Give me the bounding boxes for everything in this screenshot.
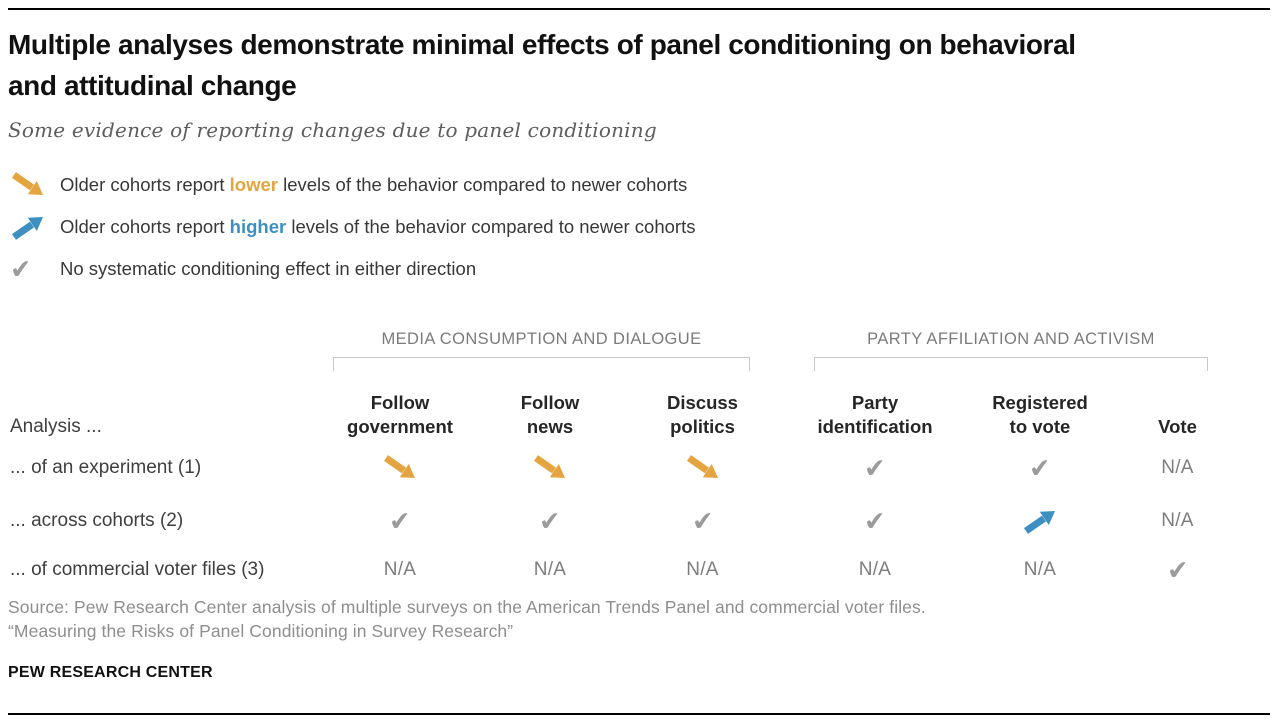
- check-icon: ✔: [388, 505, 412, 537]
- matrix-body: ... of an experiment (1) ✔ ✔ N/A... across…: [10, 440, 1245, 594]
- table-cell-check: ✔: [780, 505, 970, 537]
- legend-item-higher: Older cohorts report higher levels of th…: [10, 212, 695, 242]
- table-cell-na: N/A: [625, 559, 780, 581]
- row-label: ... of commercial voter files (3): [10, 559, 265, 580]
- row-header: Analysis ...: [10, 416, 102, 437]
- bottom-rule: [8, 713, 1270, 715]
- brand: PEW RESEARCH CENTER: [8, 664, 213, 681]
- column-header: Follow government: [347, 392, 453, 437]
- matrix-table: MEDIA CONSUMPTION AND DIALOGUE PARTY AFF…: [10, 326, 1245, 594]
- na-label: N/A: [1161, 510, 1194, 531]
- table-cell-lower: [475, 453, 625, 483]
- lower-arrow-icon: [686, 455, 718, 478]
- check-icon: ✔: [538, 505, 562, 537]
- lower-arrow-icon: [384, 455, 415, 478]
- lower-arrow-icon: [12, 172, 43, 195]
- table-cell-check: ✔: [475, 505, 625, 537]
- check-icon: ✔: [1165, 554, 1190, 586]
- legend-keyword-lower: lower: [229, 174, 278, 195]
- na-label: N/A: [1023, 559, 1057, 580]
- source-note: Source: Pew Research Center analysis of …: [8, 595, 926, 643]
- legend-text-post: levels of the behavior compared to newer…: [286, 216, 696, 237]
- column-header: Party identification: [817, 392, 933, 437]
- check-icon: ✔: [863, 505, 887, 537]
- table-cell-check: ✔: [970, 452, 1110, 484]
- bracket-party: [814, 357, 1208, 371]
- column-header: Vote: [1158, 416, 1197, 437]
- chart-subtitle: Some evidence of reporting changes due t…: [8, 118, 657, 142]
- check-icon: ✔: [8, 253, 33, 285]
- source-line1: Source: Pew Research Center analysis of …: [8, 597, 926, 617]
- higher-arrow-icon: [12, 217, 43, 240]
- bracket-media: [333, 357, 750, 371]
- legend-text-check: No systematic conditioning effect in eit…: [60, 258, 476, 280]
- column-header: Registered to vote: [992, 392, 1088, 437]
- legend: Older cohorts report lower levels of the…: [8, 170, 695, 296]
- check-icon: ✔: [1028, 452, 1052, 484]
- legend-text-post: levels of the behavior compared to newer…: [277, 174, 688, 195]
- chart-title: Multiple analyses demonstrate minimal ef…: [8, 24, 1268, 106]
- group-header-media: MEDIA CONSUMPTION AND DIALOGUE: [381, 329, 702, 348]
- lower-arrow-icon-slot: [10, 170, 52, 200]
- legend-text-higher: Older cohorts report higher levels of th…: [60, 216, 695, 238]
- higher-arrow-icon-slot: [10, 212, 52, 242]
- na-label: N/A: [686, 559, 719, 580]
- group-header-party: PARTY AFFILIATION AND ACTIVISM: [867, 329, 1155, 348]
- group-header-row: MEDIA CONSUMPTION AND DIALOGUE PARTY AFF…: [10, 326, 1245, 352]
- check-icon: ✔: [690, 505, 715, 537]
- legend-text-lower: Older cohorts report lower levels of the…: [60, 174, 687, 196]
- lower-arrow-icon: [534, 455, 565, 478]
- table-row: ... across cohorts (2) ✔ ✔ ✔ ✔ N/A: [10, 496, 1245, 546]
- table-cell-check: ✔: [1110, 554, 1245, 586]
- na-label: N/A: [533, 559, 567, 580]
- na-label: N/A: [858, 559, 892, 580]
- table-cell-check: ✔: [780, 452, 970, 484]
- table-cell-na: N/A: [1110, 510, 1245, 532]
- legend-text-pre: No systematic conditioning effect in eit…: [60, 258, 477, 279]
- table-cell-na: N/A: [1110, 457, 1245, 479]
- na-label: N/A: [1161, 457, 1194, 478]
- legend-text-pre: Older cohorts report: [60, 174, 230, 195]
- chart-title-line2: and attitudinal change: [8, 70, 297, 101]
- legend-item-check: ✔ No systematic conditioning effect in e…: [8, 253, 695, 285]
- legend-keyword-higher: higher: [229, 216, 287, 237]
- check-icon: ✔: [863, 452, 887, 484]
- higher-arrow-icon: [1024, 511, 1055, 534]
- table-cell-lower: [325, 453, 475, 483]
- table-cell-na: N/A: [970, 559, 1110, 581]
- column-header-row: Analysis ... Follow government Follow new…: [10, 382, 1245, 440]
- table-row: ... of commercial voter files (3) N/A N/A N…: [10, 546, 1245, 594]
- row-label: ... across cohorts (2): [10, 510, 184, 531]
- table-cell-higher: [970, 506, 1110, 536]
- bracket-row: [10, 352, 1245, 382]
- table-cell-check: ✔: [325, 505, 475, 537]
- table-cell-na: N/A: [475, 559, 625, 581]
- table-cell-lower: [625, 453, 780, 483]
- legend-text-pre: Older cohorts report: [60, 216, 230, 237]
- chart-title-line1: Multiple analyses demonstrate minimal ef…: [8, 29, 1076, 60]
- column-header: Discuss politics: [667, 392, 738, 437]
- table-cell-na: N/A: [780, 559, 970, 581]
- table-cell-check: ✔: [625, 505, 780, 537]
- source-line2: “Measuring the Risks of Panel Conditioni…: [8, 621, 514, 641]
- column-header: Follow news: [520, 392, 580, 437]
- top-rule: [8, 8, 1270, 10]
- na-label: N/A: [383, 559, 417, 580]
- table-cell-na: N/A: [325, 559, 475, 581]
- legend-item-lower: Older cohorts report lower levels of the…: [10, 170, 695, 200]
- check-icon-slot: ✔: [8, 253, 52, 285]
- table-row: ... of an experiment (1) ✔ ✔ N/A: [10, 440, 1245, 496]
- row-label: ... of an experiment (1): [10, 457, 202, 478]
